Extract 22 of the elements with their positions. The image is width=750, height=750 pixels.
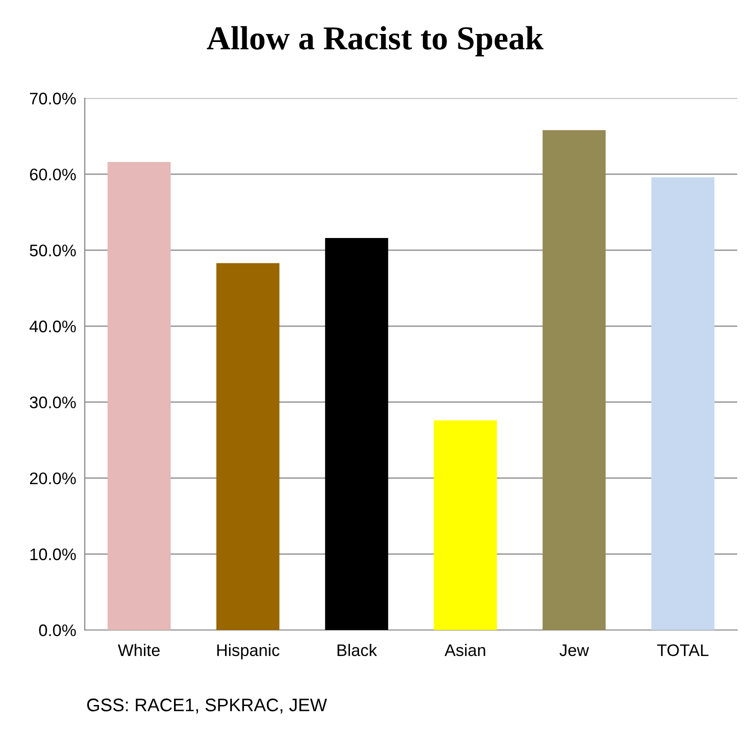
x-tick-label: Hispanic: [217, 644, 280, 660]
x-tick-label: TOTAL: [657, 644, 708, 656]
text: GSS: RACE1, SPKRAC, JEW: [87, 698, 327, 714]
x-tick-label: Black: [338, 644, 378, 656]
x-tick-label: Asian: [444, 644, 486, 656]
bar: [108, 162, 171, 630]
x-tick-label: Jew: [560, 644, 589, 656]
x-tick-label: White: [118, 644, 160, 656]
y-tick-label: 50.0%: [30, 244, 76, 256]
y-tick-label: 40.0%: [30, 320, 76, 332]
y-tick-label: 20.0%: [30, 472, 76, 484]
y-tick-label: 10.0%: [30, 548, 76, 560]
bar: [434, 420, 497, 630]
y-tick-label: 30.0%: [30, 396, 76, 408]
bar: [651, 177, 714, 630]
y-tick-label: 60.0%: [30, 168, 76, 180]
bar: [216, 263, 280, 630]
y-tick-label: 70.0%: [30, 92, 76, 104]
chart-title: Allow a Racist to Speak: [206, 26, 544, 56]
bar: [542, 130, 606, 630]
y-tick-label: 0.0%: [39, 624, 76, 636]
bar: [325, 238, 388, 630]
